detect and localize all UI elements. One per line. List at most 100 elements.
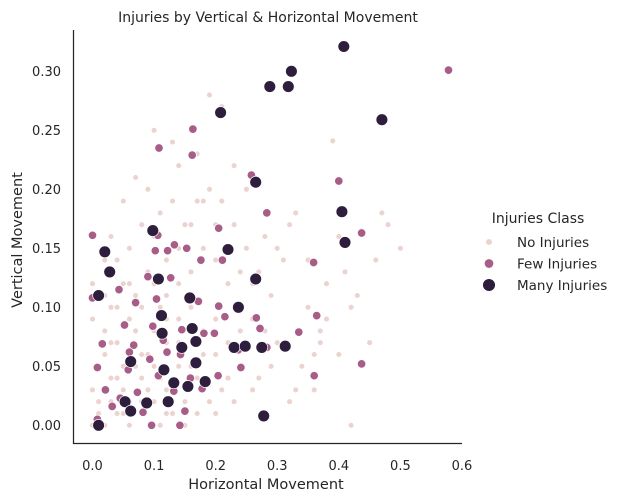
data-point	[140, 396, 153, 410]
data-point	[384, 221, 392, 228]
legend-label: Few Injuries	[517, 257, 597, 273]
data-point	[218, 386, 226, 394]
data-point	[212, 410, 219, 417]
data-point	[193, 197, 201, 205]
data-point	[206, 186, 213, 193]
data-point	[196, 255, 206, 265]
data-point	[163, 292, 170, 299]
data-point	[304, 304, 312, 311]
legend-marker	[483, 258, 495, 269]
y-tick-label: 0.00	[32, 419, 61, 434]
data-point	[212, 315, 219, 323]
data-point	[237, 268, 244, 276]
data-point	[232, 301, 245, 314]
data-point	[169, 197, 176, 205]
data-point	[113, 304, 121, 311]
y-axis-label: Vertical Movement	[10, 172, 26, 308]
data-point	[163, 410, 170, 417]
data-point	[175, 341, 189, 354]
data-point	[113, 374, 121, 382]
data-point	[214, 301, 224, 311]
data-point	[175, 162, 182, 169]
y-tick-label: 0.05	[32, 360, 61, 375]
data-point	[187, 268, 195, 276]
data-point	[230, 221, 238, 228]
x-tick-label: 0.5	[390, 459, 411, 474]
x-tick-label: 0.4	[328, 459, 349, 474]
x-tick-label: 0.6	[452, 459, 473, 474]
data-point	[334, 176, 344, 186]
data-point	[107, 401, 117, 411]
data-point	[181, 221, 189, 228]
data-point	[169, 138, 176, 146]
data-point	[126, 422, 133, 429]
data-point	[138, 221, 145, 228]
data-point	[119, 320, 130, 330]
data-point	[189, 356, 203, 370]
data-point	[214, 106, 227, 119]
data-point	[292, 209, 299, 217]
data-point	[129, 340, 139, 350]
data-point	[282, 80, 295, 93]
data-point	[155, 309, 168, 322]
data-point	[126, 280, 133, 287]
data-point	[257, 409, 270, 423]
data-point	[249, 272, 262, 286]
y-tick-label: 0.25	[32, 124, 61, 139]
x-tick-labels: 0.0 0.1 0.2 0.3 0.4 0.5 0.6	[82, 459, 472, 474]
data-point	[249, 386, 256, 394]
data-point	[150, 246, 160, 256]
data-point	[329, 137, 336, 145]
data-point	[144, 186, 152, 193]
data-point	[148, 321, 158, 331]
legend: Injuries Class No Injuries Few Injuries Ma…	[482, 211, 607, 294]
data-point	[198, 375, 212, 388]
data-point	[89, 386, 96, 394]
data-point	[212, 351, 219, 358]
data-point	[337, 40, 351, 53]
data-point	[294, 327, 304, 337]
data-point	[347, 304, 355, 311]
data-point	[118, 395, 132, 408]
legend-title: Injuries Class	[492, 211, 585, 227]
data-point	[357, 228, 367, 238]
data-point	[341, 268, 349, 276]
data-point	[175, 280, 182, 287]
data-point	[243, 186, 250, 193]
data-point	[181, 380, 195, 393]
data-point	[357, 359, 367, 369]
data-point	[150, 363, 158, 370]
data-point	[218, 197, 226, 205]
data-point	[113, 256, 121, 264]
data-point	[154, 143, 164, 153]
data-point	[87, 230, 98, 240]
data-point	[183, 291, 197, 305]
data-point	[101, 351, 109, 358]
data-point	[169, 410, 176, 417]
data-point	[156, 422, 164, 429]
data-point	[124, 404, 137, 418]
data-point	[126, 315, 133, 323]
x-tick-label: 0.1	[144, 459, 165, 474]
data-point	[220, 312, 230, 322]
data-point	[209, 328, 219, 338]
data-point	[132, 327, 139, 335]
data-point	[162, 347, 172, 357]
data-point	[249, 175, 262, 189]
data-point	[224, 280, 232, 287]
data-point	[97, 339, 107, 349]
legend-marker	[485, 238, 493, 246]
data-point	[92, 419, 105, 432]
data-point	[101, 327, 109, 335]
data-point	[285, 65, 298, 78]
data-point	[278, 339, 292, 353]
data-point	[206, 398, 213, 405]
data-point	[267, 363, 275, 370]
data-point	[107, 233, 115, 240]
data-point	[161, 395, 175, 408]
data-point	[317, 339, 324, 346]
data-point	[286, 398, 293, 405]
data-point	[143, 272, 153, 282]
data-point	[221, 243, 235, 256]
data-point	[169, 240, 179, 250]
